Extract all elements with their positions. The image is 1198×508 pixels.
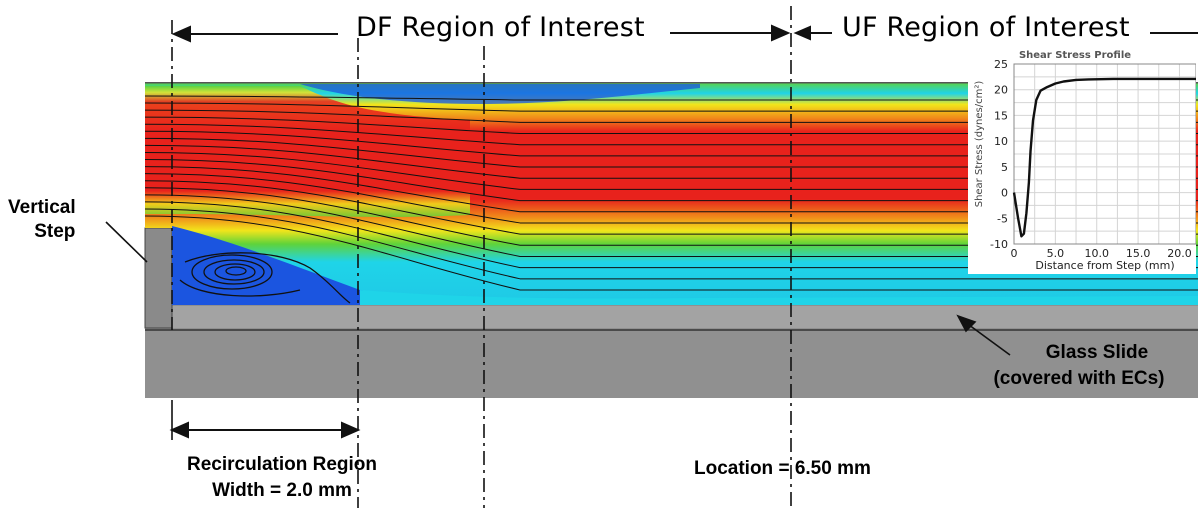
x-tick-label: 20.0 bbox=[1167, 247, 1192, 260]
location-label: Location = 6.50 mm bbox=[694, 458, 871, 479]
x-tick-label: 15.0 bbox=[1126, 247, 1151, 260]
y-tick-label: -10 bbox=[990, 238, 1008, 251]
x-tick-label: 10.0 bbox=[1084, 247, 1109, 260]
uf-region-label: UF Region of Interest bbox=[842, 12, 1130, 43]
chart-title: Shear Stress Profile bbox=[1019, 50, 1131, 61]
vertical-step-label: Vertical Step bbox=[8, 197, 76, 242]
recirculation-label: Recirculation Region Width = 2.0 mm bbox=[186, 454, 378, 501]
df-region-label: DF Region of Interest bbox=[356, 12, 645, 43]
channel-outline bbox=[145, 82, 1198, 84]
x-tick-label: 0 bbox=[1011, 247, 1018, 260]
y-axis-label: Shear Stress (dynes/cm²) bbox=[974, 81, 985, 208]
y-tick-label: 20 bbox=[994, 84, 1008, 97]
y-tick-label: 15 bbox=[994, 109, 1008, 122]
x-axis-label: Distance from Step (mm) bbox=[1035, 259, 1174, 272]
y-tick-label: 10 bbox=[994, 135, 1008, 148]
shear-stress-inset: Shear Stress Profile 25 20 15 10 5 0 -5 -10 0 5.0 1… bbox=[968, 42, 1197, 274]
x-tick-label: 5.0 bbox=[1047, 247, 1065, 260]
streamline bbox=[145, 208, 1198, 281]
y-tick-label: 25 bbox=[994, 58, 1008, 71]
y-tick-label: -5 bbox=[997, 212, 1008, 225]
y-tick-label: 0 bbox=[1001, 187, 1008, 200]
step-leader bbox=[105, 221, 148, 263]
glass-slide-label: Glass Slide (covered with ECs) bbox=[993, 342, 1165, 389]
slide-leader bbox=[964, 321, 1011, 356]
slide-highlight bbox=[145, 306, 1198, 328]
y-tick-label: 5 bbox=[1001, 161, 1008, 174]
shear-stress-line bbox=[1012, 77, 1196, 238]
vertical-step bbox=[144, 227, 173, 329]
streamline bbox=[145, 215, 1198, 292]
